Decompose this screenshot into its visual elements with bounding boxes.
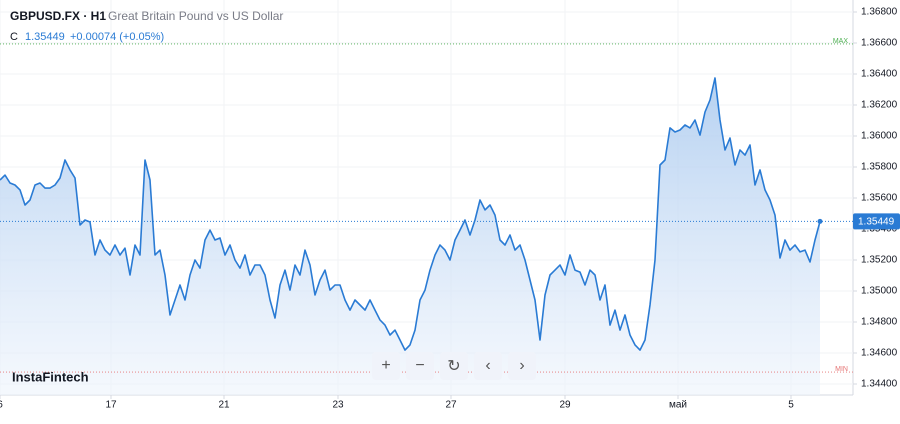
change: +0.00074 (+0.05%) xyxy=(70,31,164,43)
watermark: InstaFintech xyxy=(12,369,89,384)
y-tick-label: 1.36400 xyxy=(861,69,898,80)
y-tick-label: 1.36000 xyxy=(861,131,898,142)
x-tick-label: 29 xyxy=(559,400,571,411)
zoom-in-button[interactable]: + xyxy=(372,352,400,380)
x-tick-label: 5 xyxy=(788,400,794,411)
reset-button[interactable]: ↻ xyxy=(440,352,468,380)
y-tick-label: 1.35200 xyxy=(861,255,898,266)
price-line xyxy=(0,77,821,351)
last-price-label: 1.35449 xyxy=(858,217,895,228)
max-line-label: MAX xyxy=(833,38,849,45)
zoom-out-button[interactable]: − xyxy=(406,352,434,380)
description: Great Britain Pound vs US Dollar xyxy=(108,9,283,23)
close-price: 1.35449 xyxy=(25,31,65,43)
x-tick-label: 23 xyxy=(332,400,344,411)
y-tick-label: 1.34600 xyxy=(861,348,898,359)
x-tick-label: 6 xyxy=(0,400,3,411)
last-price-badge xyxy=(853,213,900,230)
y-tick-label: 1.36200 xyxy=(861,100,898,111)
y-tick-label: 1.34400 xyxy=(861,379,898,390)
y-tick-label: 1.35000 xyxy=(861,286,898,297)
x-tick-label: 27 xyxy=(445,400,457,411)
x-tick-label: 17 xyxy=(105,400,117,411)
y-tick-label: 1.36600 xyxy=(861,38,898,49)
close-label: C xyxy=(10,31,18,43)
area xyxy=(0,78,820,395)
scroll-right-button[interactable]: › xyxy=(508,352,536,380)
min-line-label: MIN xyxy=(835,366,848,373)
y-tick-label: 1.34800 xyxy=(861,317,898,328)
x-tick-label: май xyxy=(669,400,687,411)
y-tick-label: 1.36800 xyxy=(861,7,898,18)
y-tick-label: 1.35800 xyxy=(861,162,898,173)
y-tick-label: 1.35600 xyxy=(861,193,898,204)
scroll-left-button[interactable]: ‹ xyxy=(474,352,502,380)
toolbar: + − ↻ ‹ › xyxy=(372,352,536,380)
symbol: GBPUSD.FX · H1 xyxy=(10,9,106,23)
x-tick-label: 21 xyxy=(218,400,230,411)
